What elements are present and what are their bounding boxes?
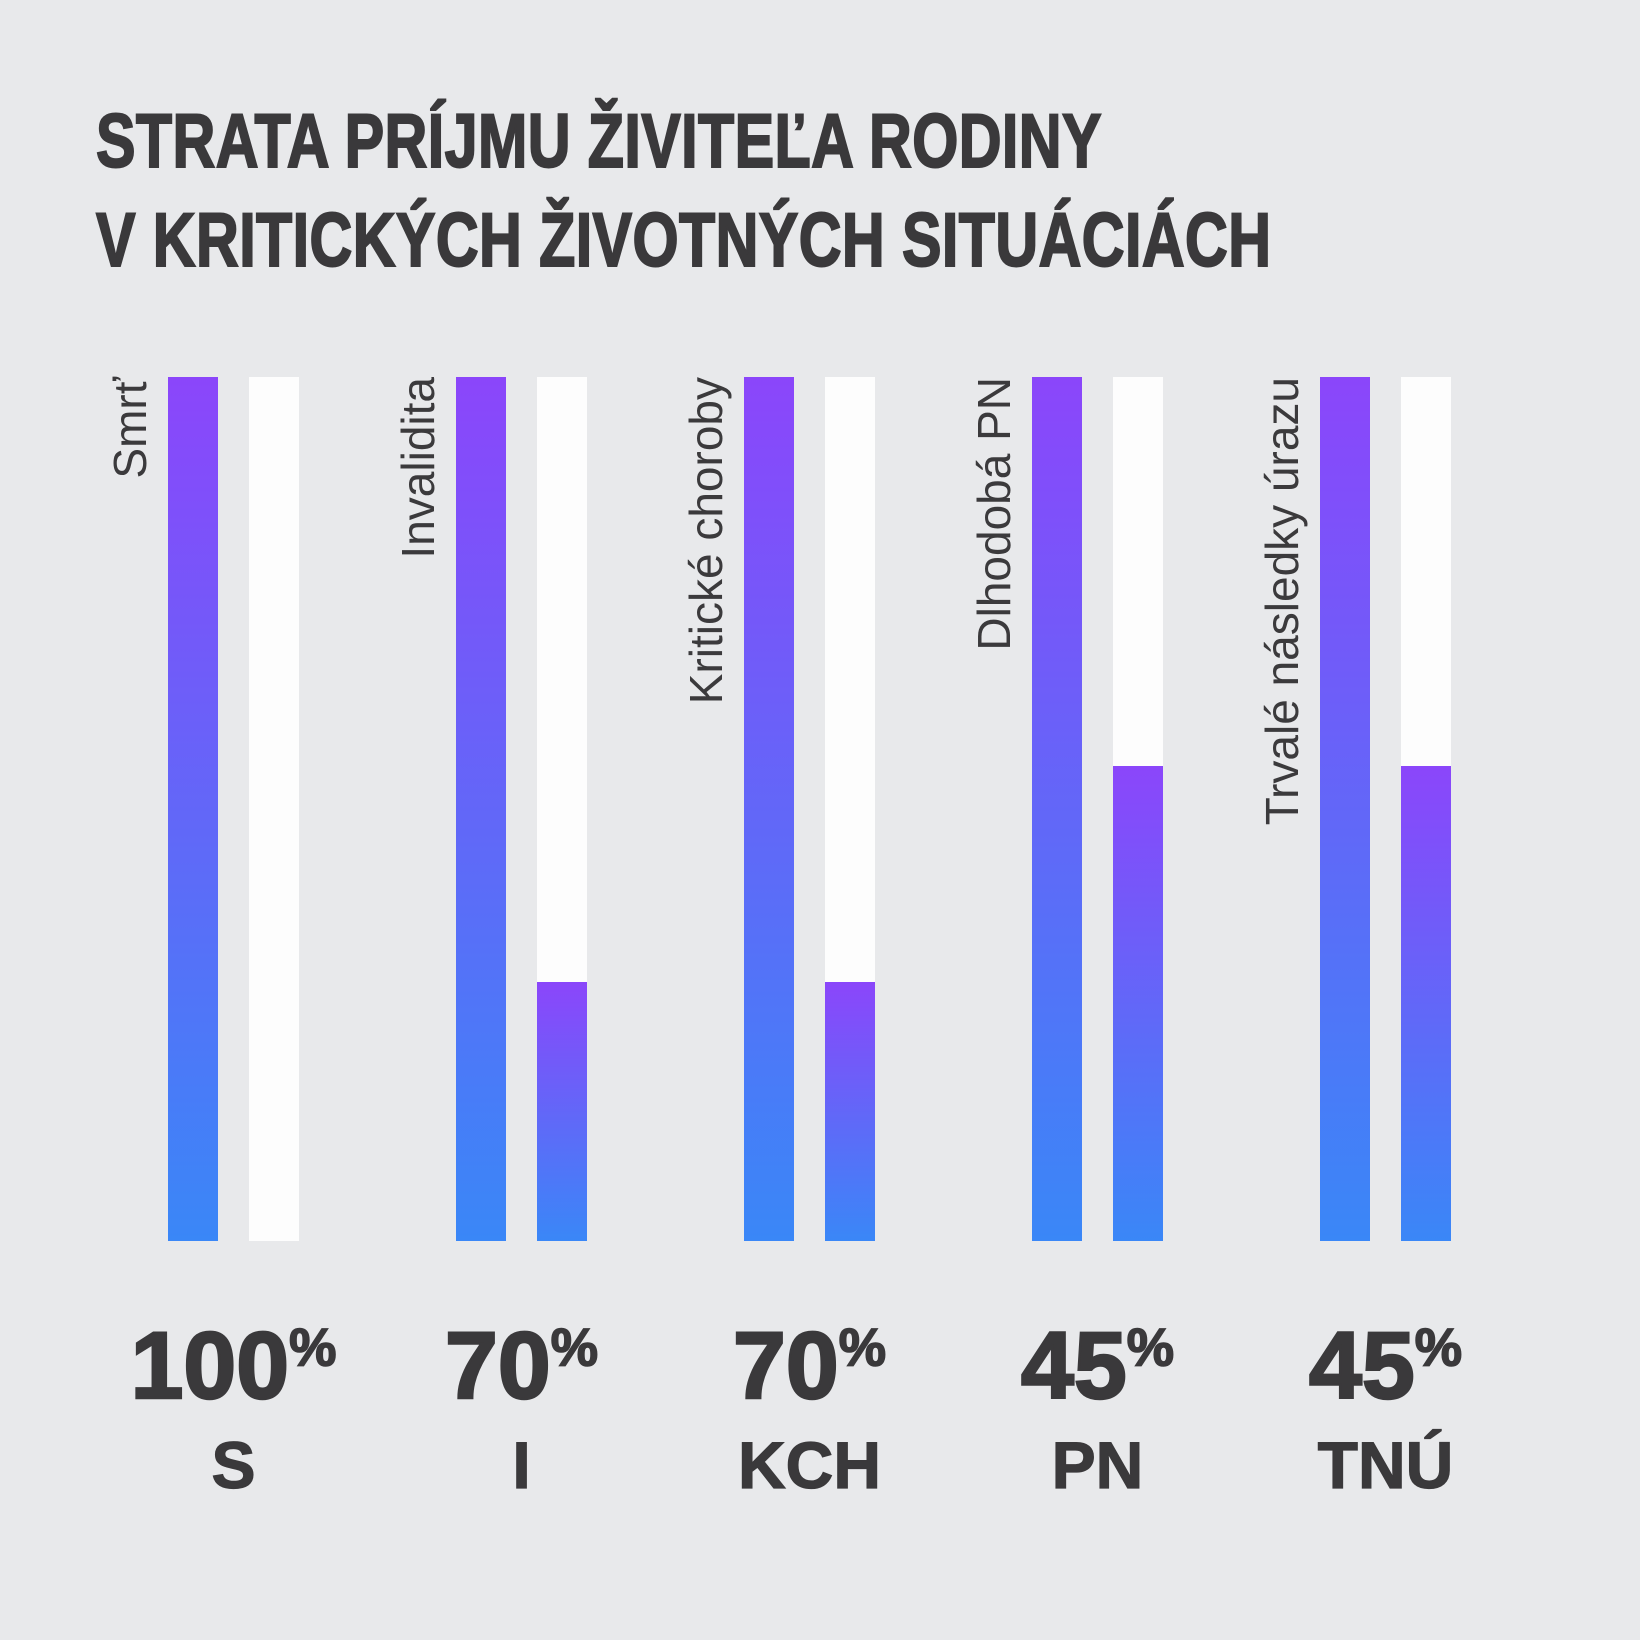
- bar-full-income: [1320, 377, 1370, 1241]
- percent-sign: %: [288, 1318, 337, 1378]
- bar-remaining-track: [1113, 377, 1163, 1241]
- chart-title-line-2: V KRITICKÝCH ŽIVOTNÝCH SITUÁCIÁCH: [95, 197, 1272, 284]
- category-code-label: PN: [1051, 1428, 1144, 1502]
- category-code-label: S: [211, 1428, 256, 1502]
- bar-full-income: [1032, 377, 1082, 1241]
- bar-full-income: [168, 377, 218, 1241]
- bar-full-income: [456, 377, 506, 1241]
- loss-percentage-value: 45: [1308, 1313, 1416, 1419]
- loss-percentage-label: 45%: [1020, 1317, 1175, 1415]
- bar-remaining-track: [249, 377, 299, 1241]
- loss-percentage-label: 70%: [732, 1317, 887, 1415]
- bar-remaining-fill: [1113, 766, 1163, 1241]
- category-label: Invalidita: [392, 377, 444, 559]
- bar-remaining-track: [825, 377, 875, 1241]
- bar-remaining-track: [1401, 377, 1451, 1241]
- category-label: Kritické choroby: [680, 377, 732, 705]
- percent-sign: %: [1414, 1318, 1463, 1378]
- chart-title-line-1: STRATA PRÍJMU ŽIVITEĽA RODINY: [95, 98, 1102, 185]
- category-code-label: KCH: [737, 1428, 881, 1502]
- loss-percentage-value: 45: [1020, 1313, 1128, 1419]
- loss-percentage-label: 70%: [444, 1317, 599, 1415]
- bar-remaining-track: [537, 377, 587, 1241]
- category-code-label: I: [512, 1428, 532, 1502]
- loss-percentage-label: 100%: [129, 1317, 337, 1415]
- percent-sign: %: [838, 1318, 887, 1378]
- bar-remaining-fill: [537, 982, 587, 1241]
- percent-sign: %: [1126, 1318, 1175, 1378]
- loss-percentage-value: 70: [732, 1313, 840, 1419]
- chart-title: STRATA PRÍJMU ŽIVITEĽA RODINY V KRITICKÝ…: [95, 92, 1272, 290]
- category-label: Smrť: [104, 377, 156, 479]
- bar-remaining-fill: [1401, 766, 1451, 1241]
- category-label: Dlhodobá PN: [968, 377, 1020, 651]
- percent-sign: %: [550, 1318, 599, 1378]
- loss-percentage-value: 70: [444, 1313, 552, 1419]
- category-label: Trvalé následky úrazu: [1256, 377, 1308, 826]
- loss-percentage-value: 100: [129, 1313, 290, 1419]
- category-code-label: TNÚ: [1317, 1428, 1454, 1502]
- loss-percentage-label: 45%: [1308, 1317, 1463, 1415]
- bar-full-income: [744, 377, 794, 1241]
- bar-remaining-fill: [825, 982, 875, 1241]
